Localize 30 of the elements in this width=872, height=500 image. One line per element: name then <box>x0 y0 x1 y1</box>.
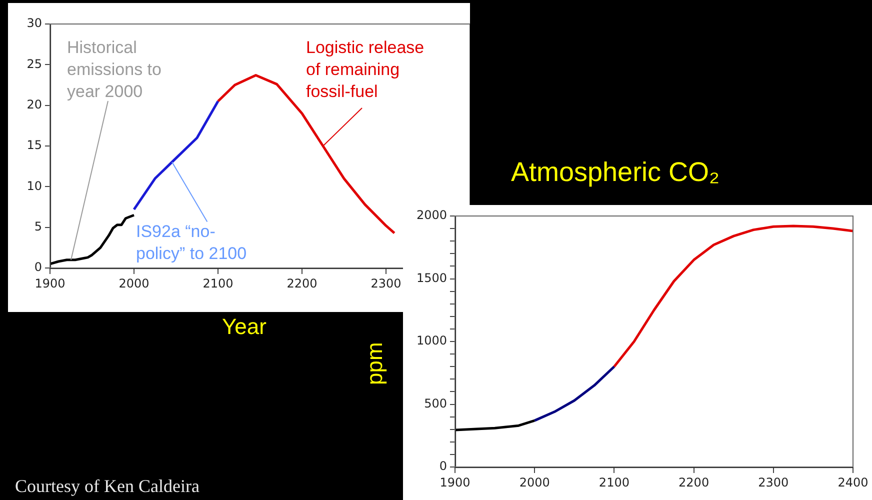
text: Courtesy of Ken Caldeira <box>15 475 200 498</box>
x-tick-label: 2100 <box>202 276 234 290</box>
x-tick-label: 2000 <box>118 276 150 290</box>
annotation: Logistic release of remaining fossil-fuel <box>306 37 426 104</box>
x-tick-label: 2400 <box>838 475 868 490</box>
annotation: Historical emissions to year 2000 <box>67 37 162 104</box>
x-tick-label: 1900 <box>34 276 66 290</box>
y-tick-label: 20 <box>26 97 42 112</box>
y-tick-label: 1500 <box>416 270 447 285</box>
y-tick-label: 500 <box>424 396 447 410</box>
x-tick-label: 2300 <box>370 276 402 290</box>
x-tick-label: 2200 <box>678 475 710 490</box>
annotation: IS92a “no-policy” to 2100 <box>136 221 248 266</box>
x-axis-title: Year <box>222 314 266 340</box>
x-tick-label: 2200 <box>286 276 318 290</box>
chart-title: Atmospheric CO₂ <box>503 157 728 188</box>
y-tick-label: 0 <box>34 260 42 274</box>
y-tick-label: 0 <box>439 459 447 474</box>
y-tick-label: 30 <box>26 16 42 30</box>
x-tick-label: 2000 <box>519 475 550 490</box>
y-tick-label: 15 <box>26 138 42 152</box>
x-tick-label: 1900 <box>440 475 470 490</box>
y-axis-title: ppm <box>362 342 388 385</box>
y-tick-label: 10 <box>26 178 42 193</box>
y-tick-label: 5 <box>34 219 42 234</box>
y-tick-label: 25 <box>26 56 42 71</box>
y-tick-label: 1000 <box>416 334 447 348</box>
x-tick-label: 2100 <box>598 475 630 490</box>
y-tick-label: 2000 <box>416 208 447 222</box>
x-tick-label: 2300 <box>758 475 789 490</box>
